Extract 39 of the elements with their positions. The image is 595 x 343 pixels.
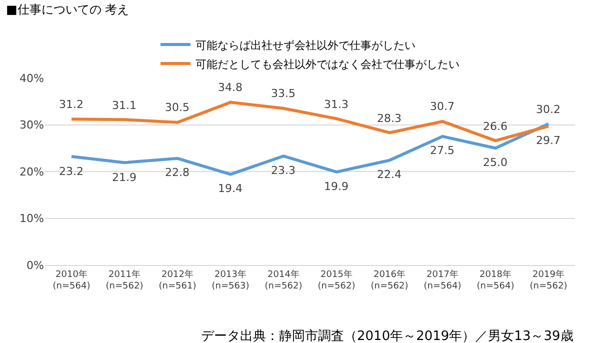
y-tick-label: 30% xyxy=(20,118,44,132)
data-label: 19.4 xyxy=(218,182,242,195)
data-label: 23.2 xyxy=(59,165,84,178)
x-tick-label: 2018年 (n=564) xyxy=(476,268,514,292)
y-tick-label: 10% xyxy=(20,212,44,226)
y-tick-label: 20% xyxy=(20,165,44,178)
data-label: 23.3 xyxy=(271,164,296,177)
data-label: 22.4 xyxy=(377,168,402,181)
data-label: 29.7 xyxy=(536,134,560,147)
data-label: 26.6 xyxy=(483,120,508,133)
x-tick-label: 2010年 (n=564) xyxy=(52,268,90,292)
y-tick-label: 40% xyxy=(20,72,44,85)
x-tick-label: 2015年 (n=562) xyxy=(318,268,356,292)
data-label: 22.8 xyxy=(165,166,190,179)
x-tick-label: 2013年 (n=563) xyxy=(212,268,250,292)
data-label: 30.5 xyxy=(165,101,190,114)
data-label: 31.2 xyxy=(59,98,84,111)
data-label: 30.7 xyxy=(430,100,454,113)
data-label: 34.8 xyxy=(218,81,242,94)
text: データ出典：静岡市調査（2010年～2019年）／男女13～39歳 xyxy=(201,329,574,343)
data-label: 33.5 xyxy=(271,87,296,100)
data-label: 28.3 xyxy=(377,112,402,125)
legend-label: 可能ならば出社せず会社以外で仕事がしたい xyxy=(196,38,416,52)
legend-label: 可能だとしても会社以外ではなく会社で仕事がしたい xyxy=(196,58,460,71)
chart-title: ■仕事についての 考え xyxy=(6,2,130,17)
x-tick-label: 2017年 (n=564) xyxy=(424,268,462,292)
x-tick-label: 2014年 (n=562) xyxy=(264,268,302,292)
data-label: 19.9 xyxy=(324,180,348,193)
data-label: 27.5 xyxy=(430,144,454,157)
data-label: 25.0 xyxy=(483,156,508,169)
data-label: 31.1 xyxy=(112,99,136,112)
data-label: 31.3 xyxy=(324,98,348,111)
data-label: 21.9 xyxy=(112,171,136,184)
x-tick-label: 2011年 (n=562) xyxy=(106,268,144,292)
y-tick-label: 0% xyxy=(26,258,44,272)
data-label: 30.2 xyxy=(536,103,560,116)
x-tick-label: 2012年 (n=561) xyxy=(158,268,196,292)
x-tick-label: 2019年 (n=562) xyxy=(530,268,568,292)
x-tick-label: 2016年 (n=562) xyxy=(370,268,408,292)
